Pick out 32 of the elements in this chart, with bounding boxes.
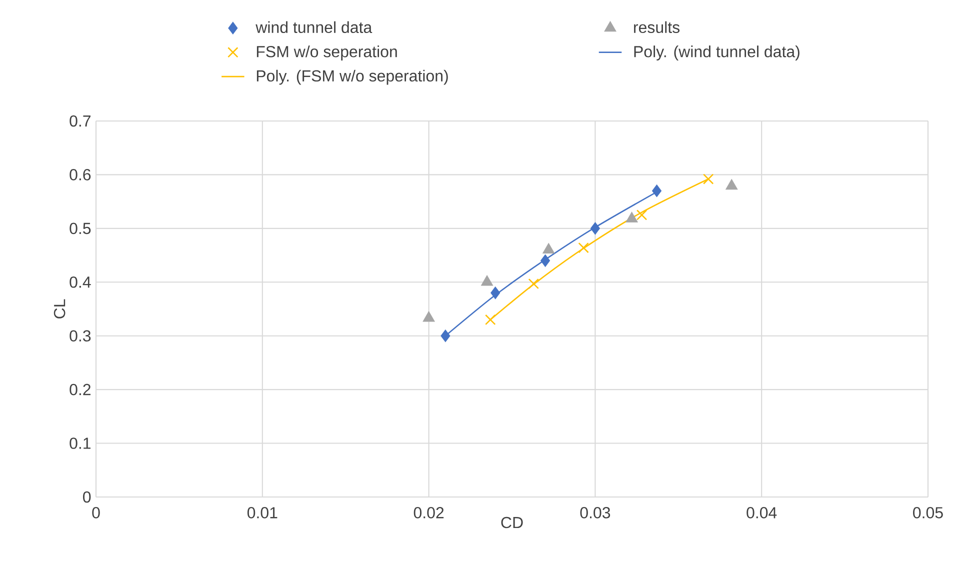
x-tick-label: 0.01 bbox=[247, 507, 278, 518]
legend-label: wind tunnel data bbox=[256, 21, 372, 34]
point bbox=[440, 330, 450, 342]
x-tick-label: 0.02 bbox=[414, 507, 444, 518]
point bbox=[636, 210, 648, 220]
point bbox=[652, 184, 662, 198]
y-axis-title: CL bbox=[54, 299, 66, 318]
point bbox=[490, 286, 500, 300]
point bbox=[726, 179, 738, 190]
legend-label: Poly. (FSM w/o seperation) bbox=[256, 70, 448, 85]
point bbox=[484, 314, 496, 326]
y-tick-label: 0.7 bbox=[70, 115, 90, 127]
y-tick-label: 0.4 bbox=[70, 276, 91, 288]
y-tick-label: 0.2 bbox=[70, 384, 90, 396]
point bbox=[578, 242, 589, 254]
y-tick-label: 0.3 bbox=[70, 330, 91, 342]
legend-label: results bbox=[634, 21, 680, 34]
point bbox=[590, 222, 600, 235]
point bbox=[528, 278, 540, 290]
point bbox=[540, 254, 550, 267]
x-tick-label: 0.03 bbox=[580, 507, 610, 518]
x-tick-label: 0 bbox=[92, 507, 100, 518]
legend-label: Poly. (wind tunnel data) bbox=[634, 46, 800, 60]
legend-label: FSM w/o seperation bbox=[256, 46, 397, 60]
y-tick-label: 0.6 bbox=[70, 169, 91, 180]
point bbox=[702, 174, 714, 184]
y-tick-label: 0.5 bbox=[70, 222, 91, 234]
x-tick-label: 0.05 bbox=[913, 507, 943, 518]
x-axis-title: CD bbox=[501, 516, 523, 528]
y-tick-label: 0.1 bbox=[70, 438, 91, 449]
x-tick-label: 0.04 bbox=[746, 507, 777, 518]
y-tick-label: 0 bbox=[83, 491, 91, 503]
